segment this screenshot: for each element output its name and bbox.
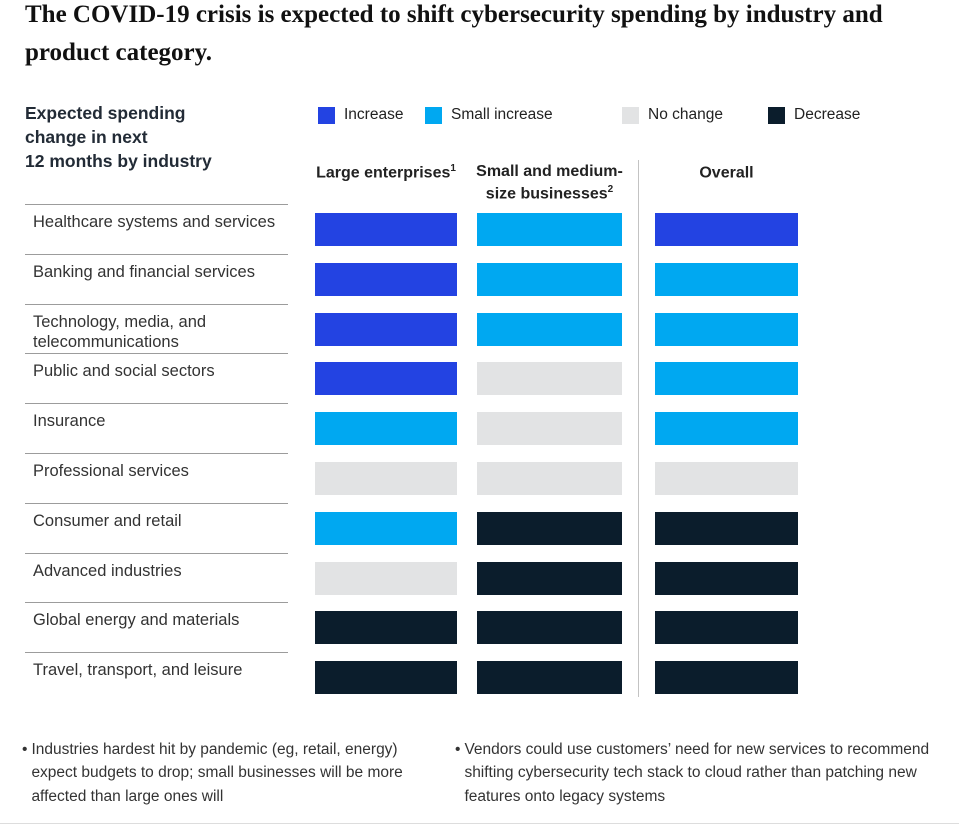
industry-row: Healthcare systems and services xyxy=(0,204,959,254)
legend-item: Increase xyxy=(318,106,403,124)
footnote-left: • Industries hardest hit by pandemic (eg… xyxy=(22,738,442,808)
chart-heading-line: change in next xyxy=(25,127,148,148)
industry-row: Global energy and materials xyxy=(0,602,959,652)
industry-label: Global energy and materials xyxy=(33,611,240,630)
row-separator xyxy=(25,452,288,454)
column-header-label: Small and medium-size businesses xyxy=(476,163,623,203)
legend-item: Decrease xyxy=(768,106,860,124)
cell-large-enterprises xyxy=(315,611,457,645)
row-separator xyxy=(25,253,288,255)
industry-label: Travel, transport, and leisure xyxy=(33,661,243,680)
industry-row: Travel, transport, and leisure xyxy=(0,652,959,702)
column-header-label: Large enterprises xyxy=(316,164,451,182)
row-separator xyxy=(25,602,288,604)
row-separator xyxy=(25,353,288,355)
bottom-rule xyxy=(0,823,959,824)
chart-heading: Expected spending change in next 12 mont… xyxy=(25,101,285,173)
cell-large-enterprises xyxy=(315,362,457,396)
chart-heading-line: 12 months by industry xyxy=(25,151,212,172)
cell-large-enterprises xyxy=(315,262,457,296)
row-separator xyxy=(25,403,288,405)
row-separator xyxy=(25,303,288,305)
cell-smb xyxy=(477,511,622,545)
industry-rows: Healthcare systems and services Banking … xyxy=(0,204,959,702)
bullet-icon: • xyxy=(455,741,461,758)
cell-large-enterprises xyxy=(315,661,457,695)
legend-swatch-icon xyxy=(768,106,785,124)
column-header-overall: Overall xyxy=(655,162,798,184)
footnote-text: Industries hardest hit by pandemic (eg, … xyxy=(31,741,403,805)
cell-smb xyxy=(477,561,622,595)
industry-label: Banking and financial services xyxy=(33,262,255,281)
industry-row: Banking and financial services xyxy=(0,253,959,304)
legend-label: Small increase xyxy=(451,106,553,123)
legend-label: Decrease xyxy=(794,106,861,123)
column-divider xyxy=(638,160,639,697)
footnote-marker: 1 xyxy=(450,163,456,174)
industry-label: Public and social sectors xyxy=(33,362,215,381)
cell-large-enterprises xyxy=(315,312,457,346)
footnote-text: Vendors could use customers’ need for ne… xyxy=(464,741,930,805)
cell-overall xyxy=(655,262,798,296)
cell-smb xyxy=(477,661,622,695)
column-header-smb: Small and medium-size businesses2 xyxy=(467,162,632,205)
industry-label: Insurance xyxy=(33,412,106,431)
legend-label: Increase xyxy=(344,106,404,123)
cell-overall xyxy=(655,213,798,246)
cell-smb xyxy=(477,312,622,346)
cell-overall xyxy=(655,661,798,695)
industry-label: Consumer and retail xyxy=(33,511,182,530)
cell-large-enterprises xyxy=(315,561,457,595)
cell-overall xyxy=(655,312,798,346)
legend-item: No change xyxy=(622,106,723,124)
legend-swatch-icon xyxy=(425,106,442,124)
cell-smb xyxy=(477,262,622,296)
legend: Increase Small increase No change Decrease xyxy=(0,106,959,128)
industry-row: Professional services xyxy=(0,452,959,503)
cell-overall xyxy=(655,511,798,545)
cell-large-enterprises xyxy=(315,213,457,246)
cell-smb xyxy=(477,213,622,246)
cell-overall xyxy=(655,561,798,595)
legend-swatch-icon xyxy=(318,106,335,124)
industry-label: Technology, media, and telecommunication… xyxy=(33,312,207,352)
industry-row: Public and social sectors xyxy=(0,353,959,403)
industry-label: Advanced industries xyxy=(33,561,182,580)
row-separator xyxy=(25,204,288,205)
cell-smb xyxy=(477,412,622,446)
industry-row: Consumer and retail xyxy=(0,502,959,553)
cell-overall xyxy=(655,362,798,396)
column-header-label: Overall xyxy=(699,164,754,182)
cell-smb xyxy=(477,461,622,495)
legend-swatch-icon xyxy=(622,106,639,124)
industry-row: Insurance xyxy=(0,403,959,453)
cell-overall xyxy=(655,461,798,495)
cell-smb xyxy=(477,611,622,645)
bullet-icon: • xyxy=(22,741,28,758)
industry-label: Professional services xyxy=(33,461,189,480)
row-separator xyxy=(25,652,288,654)
footnote-marker: 2 xyxy=(607,183,614,195)
column-header-large-enterprises: Large enterprises1 xyxy=(315,162,457,184)
industry-row: Technology, media, and telecommunication… xyxy=(0,303,959,354)
row-separator xyxy=(25,552,288,554)
cell-overall xyxy=(655,412,798,446)
legend-item: Small increase xyxy=(425,106,553,124)
legend-label: No change xyxy=(648,106,723,123)
row-separator xyxy=(25,502,288,504)
cell-overall xyxy=(655,611,798,645)
page-title: The COVID-19 crisis is expected to shift… xyxy=(25,1,883,66)
cell-large-enterprises xyxy=(315,461,457,495)
cell-smb xyxy=(477,362,622,396)
industry-label: Healthcare systems and services xyxy=(33,213,276,231)
cell-large-enterprises xyxy=(315,412,457,446)
footnote-right: • Vendors could use customers’ need for … xyxy=(455,738,947,808)
industry-row: Advanced industries xyxy=(0,552,959,603)
cell-large-enterprises xyxy=(315,511,457,545)
chart-heading-line: Expected spending xyxy=(25,103,186,123)
